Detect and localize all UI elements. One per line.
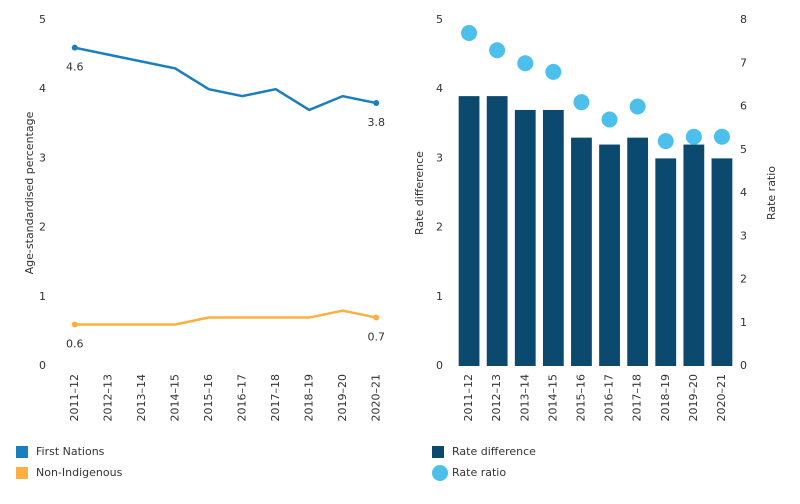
y-tick-label: 1: [436, 290, 443, 303]
x-tick-label: 2017–18: [269, 374, 282, 422]
y2-axis-label: Rate ratio: [765, 166, 778, 220]
x-tick-label: 2011–12: [462, 374, 475, 422]
x-tick-label: 2016–17: [603, 374, 616, 422]
bar: [683, 144, 705, 366]
point: [629, 98, 646, 115]
x-tick-label: 2017–18: [631, 374, 644, 422]
y2-tick-label: 7: [740, 56, 747, 69]
y-tick-label: 1: [39, 290, 46, 303]
y-axis-label: Age-standardised percentage: [23, 111, 36, 274]
y-tick-label: 2: [436, 221, 443, 234]
y-tick-label: 3: [436, 151, 443, 164]
y2-tick-label: 1: [740, 316, 747, 329]
x-tick-label: 2020–21: [715, 374, 728, 422]
legend-label: Rate difference: [452, 445, 536, 458]
bar: [711, 158, 733, 366]
x-tick-label: 2015–16: [202, 374, 215, 422]
x-tick-label: 2015–16: [574, 374, 587, 422]
point: [489, 42, 506, 59]
x-tick-label: 2019–20: [687, 374, 700, 422]
x-tick-label: 2012–13: [490, 374, 503, 422]
point: [71, 44, 78, 51]
data-label: 4.6: [66, 61, 84, 74]
y-tick-label: 3: [39, 151, 46, 164]
bar: [514, 109, 536, 367]
point: [601, 111, 618, 128]
legend-label: Rate ratio: [452, 466, 506, 479]
legend-label: First Nations: [36, 445, 105, 458]
x-tick-label: 2018–19: [659, 374, 672, 422]
y-tick-label: 4: [39, 82, 46, 95]
bar: [458, 96, 480, 367]
y2-tick-label: 6: [740, 100, 747, 113]
point: [517, 55, 534, 72]
data-label: 0.7: [368, 331, 386, 344]
y-tick-label: 0: [436, 359, 443, 372]
line: [74, 309, 377, 326]
x-tick-label: 2016–17: [235, 374, 248, 422]
point: [657, 133, 674, 150]
legend-label: Non-Indigenous: [36, 466, 123, 479]
x-tick-label: 2019–20: [336, 374, 349, 422]
x-tick-label: 2013–14: [518, 374, 531, 422]
y2-tick-label: 8: [740, 13, 747, 26]
point: [373, 314, 380, 321]
bar: [599, 144, 620, 366]
point: [71, 321, 78, 328]
y2-tick-label: 2: [740, 273, 747, 286]
point: [461, 24, 478, 41]
y-tick-label: 2: [39, 221, 46, 234]
y2-tick-label: 4: [740, 186, 747, 199]
x-tick-label: 2013–14: [135, 374, 148, 422]
bar: [627, 137, 649, 366]
y-tick-label: 5: [39, 13, 46, 26]
y-axis-label: Rate difference: [413, 151, 426, 235]
x-tick-label: 2018–19: [302, 374, 315, 422]
y2-tick-label: 5: [740, 143, 747, 156]
x-tick-label: 2014–15: [168, 374, 181, 422]
point: [685, 128, 702, 145]
point: [545, 63, 562, 80]
data-label: 3.8: [368, 116, 386, 129]
line: [74, 46, 377, 112]
point: [713, 128, 730, 145]
point: [573, 94, 590, 111]
x-tick-label: 2020–21: [369, 374, 382, 422]
legend-marker: [432, 465, 448, 481]
y-tick-label: 0: [39, 359, 46, 372]
bar: [655, 158, 677, 366]
x-tick-label: 2014–15: [546, 374, 559, 422]
y-tick-label: 4: [436, 82, 443, 95]
legend-marker: [16, 467, 28, 479]
x-tick-label: 2011–12: [68, 374, 81, 422]
y-tick-label: 5: [436, 13, 443, 26]
bar: [486, 96, 508, 367]
y2-tick-label: 3: [740, 229, 747, 242]
legend-marker: [432, 446, 444, 458]
data-label: 0.6: [66, 337, 84, 350]
legend-marker: [16, 446, 28, 458]
bar: [542, 109, 564, 367]
point: [373, 100, 380, 107]
bar: [571, 137, 592, 366]
y2-tick-label: 0: [740, 359, 747, 372]
x-tick-label: 2012–13: [101, 374, 114, 422]
